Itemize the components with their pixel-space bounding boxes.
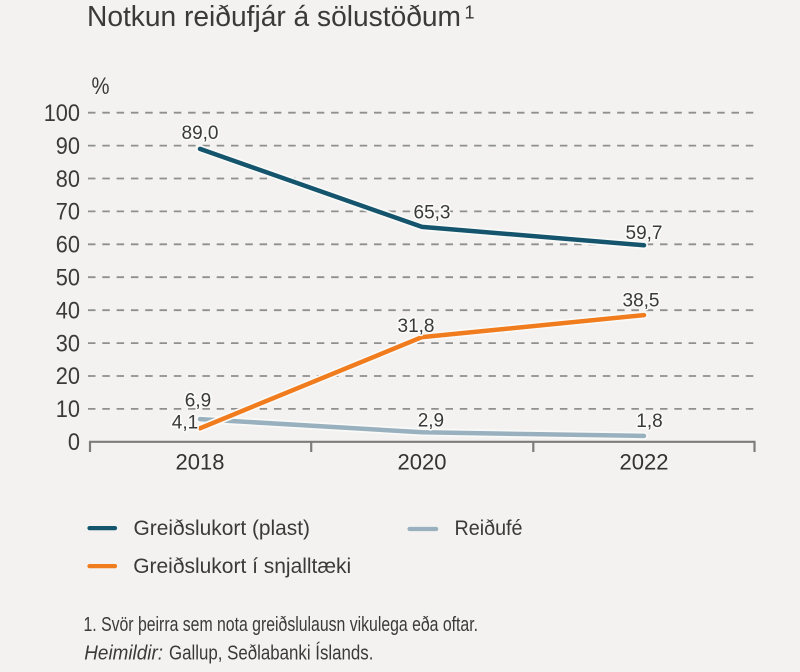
svg-text:Heimildir:: Heimildir: (84, 643, 163, 665)
svg-text:30: 30 (56, 330, 80, 357)
svg-text:1. Svör þeirra sem nota greiðs: 1. Svör þeirra sem nota greiðslulausn vi… (84, 614, 479, 636)
svg-text:0: 0 (68, 429, 80, 456)
svg-text:Notkun reiðufjár á sölustöðum: Notkun reiðufjár á sölustöðum (87, 1, 461, 33)
svg-text:%: % (92, 73, 110, 100)
svg-text:Gallup, Seðlabanki Íslands.: Gallup, Seðlabanki Íslands. (169, 642, 373, 665)
svg-text:10: 10 (56, 396, 80, 423)
svg-text:2,9: 2,9 (418, 411, 444, 432)
svg-text:59,7: 59,7 (626, 223, 663, 244)
svg-text:2018: 2018 (176, 450, 225, 475)
svg-text:70: 70 (56, 199, 80, 226)
svg-text:60: 60 (56, 232, 80, 259)
svg-text:80: 80 (56, 166, 80, 193)
svg-text:1: 1 (465, 3, 475, 23)
svg-text:Greiðslukort (plast): Greiðslukort (plast) (134, 516, 311, 540)
svg-text:20: 20 (56, 363, 80, 390)
svg-text:89,0: 89,0 (182, 123, 219, 144)
svg-text:1,8: 1,8 (636, 411, 662, 432)
svg-text:100: 100 (44, 100, 80, 127)
svg-text:50: 50 (56, 264, 80, 291)
svg-text:2020: 2020 (398, 450, 447, 475)
svg-text:65,3: 65,3 (414, 203, 451, 224)
svg-text:Greiðslukort í snjalltæki: Greiðslukort í snjalltæki (133, 554, 351, 578)
svg-text:31,8: 31,8 (398, 316, 435, 337)
svg-text:Reiðufé: Reiðufé (455, 516, 523, 540)
svg-text:90: 90 (56, 133, 80, 160)
svg-text:40: 40 (56, 297, 80, 324)
svg-text:38,5: 38,5 (623, 291, 660, 312)
svg-text:6,9: 6,9 (185, 391, 211, 412)
svg-text:2022: 2022 (620, 450, 669, 475)
svg-text:4,1: 4,1 (172, 413, 198, 434)
